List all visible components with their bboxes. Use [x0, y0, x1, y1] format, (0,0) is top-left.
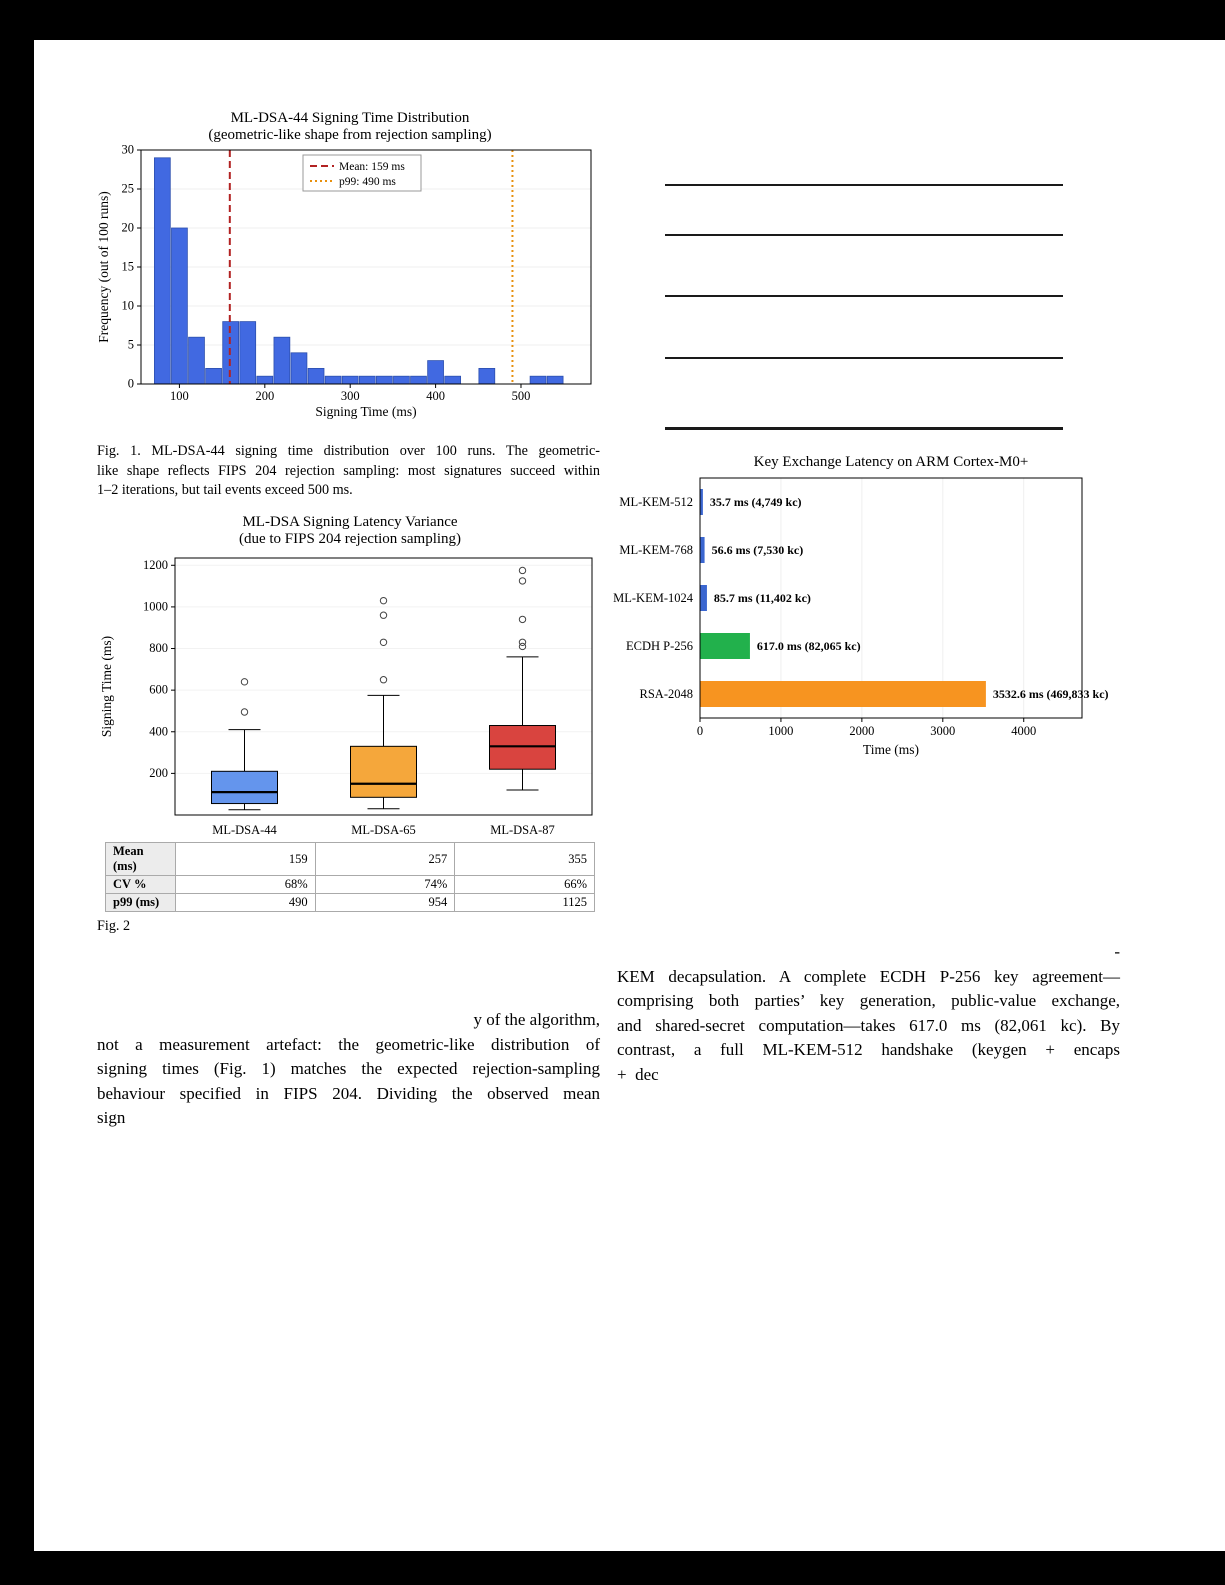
svg-text:p99: 490 ms: p99: 490 ms — [339, 176, 396, 188]
svg-text:3532.6 ms (469,833 kc): 3532.6 ms (469,833 kc) — [993, 687, 1109, 701]
svg-text:Frequency (out of 100 runs): Frequency (out of 100 runs) — [96, 191, 111, 342]
svg-text:RSA-2048: RSA-2048 — [640, 687, 693, 701]
table-rule — [665, 184, 1063, 186]
caption-line: Fig. 1. ML-DSA-44 signing time distribut… — [97, 443, 600, 459]
hbar-canvas: Key Exchange Latency on ARM Cortex-M0+ 35… — [613, 454, 1109, 757]
stat-value: 257 — [314, 842, 456, 876]
histogram-canvas: ML-DSA-44 Signing Time Distribution(geom… — [96, 110, 592, 419]
fig2-stats-table: Mean (ms) 159 257 355 CV % 68% 74% 66% p… — [105, 842, 595, 912]
fig1-caption: Fig. 1. ML-DSA-44 signing time distribut… — [97, 442, 600, 501]
svg-text:0: 0 — [697, 724, 703, 738]
svg-text:617.0 ms (82,065 kc): 617.0 ms (82,065 kc) — [757, 639, 861, 653]
svg-text:30: 30 — [122, 143, 135, 157]
fig2-caption: Fig. 2 — [97, 918, 131, 934]
svg-text:1000: 1000 — [143, 599, 168, 613]
text-line: + dec — [617, 1064, 659, 1084]
boxplot-canvas: ML-DSA Signing Latency Variance(due to F… — [99, 514, 593, 837]
svg-text:(due to FIPS 204 rejection sam: (due to FIPS 204 rejection sampling) — [239, 531, 461, 547]
table-row: CV % 68% 74% 66% — [105, 875, 595, 894]
svg-text:1200: 1200 — [143, 558, 168, 572]
svg-text:20: 20 — [122, 221, 135, 235]
stat-label: Mean (ms) — [105, 842, 176, 876]
text-line: not a measurement artefact: the geometri… — [97, 1034, 600, 1054]
svg-text:Mean: 159 ms: Mean: 159 ms — [339, 161, 405, 173]
table-rule — [665, 295, 1063, 297]
svg-text:2000: 2000 — [849, 724, 874, 738]
stat-value: 74% — [314, 875, 456, 894]
key-exchange-latency-chart: Key Exchange Latency on ARM Cortex-M0+ 35… — [613, 450, 1125, 762]
svg-text:800: 800 — [149, 641, 168, 655]
stat-label: CV % — [105, 875, 176, 894]
svg-text:ML-DSA-65: ML-DSA-65 — [351, 823, 416, 837]
stat-value: 490 — [174, 893, 316, 912]
fig2-boxplot-chart: ML-DSA Signing Latency Variance (due to F… — [95, 510, 605, 840]
table-rule — [665, 427, 1063, 430]
caption-line: like shape reflects FIPS 204 rejection s… — [97, 462, 600, 479]
svg-text:ML-KEM-1024: ML-KEM-1024 — [613, 591, 694, 605]
svg-text:3000: 3000 — [930, 724, 955, 738]
svg-text:35.7 ms (4,749 kc): 35.7 ms (4,749 kc) — [710, 495, 802, 509]
svg-text:ML-KEM-768: ML-KEM-768 — [619, 543, 693, 557]
svg-text:ML-DSA-87: ML-DSA-87 — [490, 823, 555, 837]
svg-text:Signing Time (ms): Signing Time (ms) — [99, 636, 114, 737]
svg-text:Signing Time (ms): Signing Time (ms) — [315, 404, 416, 419]
svg-text:300: 300 — [341, 389, 360, 403]
text-line: and shared-secret computation—takes 617.… — [617, 1015, 1120, 1035]
text-line: contrast, a full ML-KEM-512 handshake (k… — [617, 1040, 1120, 1059]
svg-text:ML-KEM-512: ML-KEM-512 — [619, 495, 693, 509]
svg-text:ML-DSA-44 Signing Time Distrib: ML-DSA-44 Signing Time Distribution — [231, 110, 470, 126]
scan-border-bottom — [0, 1551, 1225, 1585]
svg-text:Key Exchange Latency on ARM Co: Key Exchange Latency on ARM Cortex-M0+ — [754, 454, 1029, 470]
svg-text:5: 5 — [128, 338, 134, 352]
stat-value: 1125 — [454, 893, 595, 912]
stat-value: 954 — [314, 893, 456, 912]
svg-text:85.7 ms (11,402 kc): 85.7 ms (11,402 kc) — [714, 591, 811, 605]
stat-value: 68% — [174, 875, 316, 894]
table-row: p99 (ms) 490 954 1125 — [105, 893, 595, 912]
text-line: sign — [97, 1108, 126, 1127]
svg-text:10: 10 — [122, 299, 135, 313]
text-line: KEM decapsulation. A complete ECDH P-256… — [617, 966, 1120, 986]
caption-line: 1–2 iterations, but tail events exceed 5… — [97, 482, 353, 498]
svg-text:400: 400 — [426, 389, 445, 403]
svg-text:25: 25 — [122, 182, 135, 196]
text-line: comprising both parties’ key generation,… — [617, 991, 1120, 1010]
stat-label: p99 (ms) — [105, 893, 176, 912]
scan-border-left — [0, 0, 34, 1585]
svg-text:4000: 4000 — [1011, 724, 1036, 738]
svg-text:ECDH P-256: ECDH P-256 — [626, 639, 693, 653]
svg-text:15: 15 — [122, 260, 135, 274]
right-column-text: - KEM decapsulation. A complete ECDH P-2… — [617, 940, 1120, 1087]
text-line: behaviour specified in FIPS 204. Dividin… — [97, 1083, 600, 1103]
scan-border-top — [0, 0, 1225, 40]
text-line: - — [1114, 942, 1120, 961]
svg-text:500: 500 — [512, 389, 531, 403]
table-row: Mean (ms) 159 257 355 — [105, 842, 595, 876]
table-rule — [665, 357, 1063, 359]
text-line: y of the algorithm, — [473, 1010, 600, 1029]
stat-value: 159 — [174, 842, 316, 876]
fig1-histogram-chart: ML-DSA-44 Signing Time Distribution (geom… — [95, 106, 605, 424]
stat-value: 355 — [454, 842, 595, 876]
svg-text:200: 200 — [149, 766, 168, 780]
svg-text:1000: 1000 — [768, 724, 793, 738]
left-column-text: y of the algorithm, not a measurement ar… — [97, 1008, 600, 1131]
stat-value: 66% — [454, 875, 595, 894]
text-line: signing times (Fig. 1) matches the expec… — [97, 1059, 600, 1078]
svg-text:400: 400 — [149, 724, 168, 738]
table-rule — [665, 234, 1063, 236]
svg-text:(geometric-like shape from rej: (geometric-like shape from rejection sam… — [208, 127, 491, 143]
svg-text:ML-DSA Signing Latency Varianc: ML-DSA Signing Latency Variance — [242, 514, 457, 530]
svg-text:100: 100 — [170, 389, 189, 403]
svg-text:Time (ms): Time (ms) — [863, 742, 919, 757]
svg-text:ML-DSA-44: ML-DSA-44 — [212, 823, 277, 837]
svg-text:600: 600 — [149, 683, 168, 697]
svg-text:200: 200 — [255, 389, 274, 403]
svg-text:0: 0 — [128, 377, 134, 391]
svg-text:56.6 ms (7,530 kc): 56.6 ms (7,530 kc) — [712, 543, 804, 557]
